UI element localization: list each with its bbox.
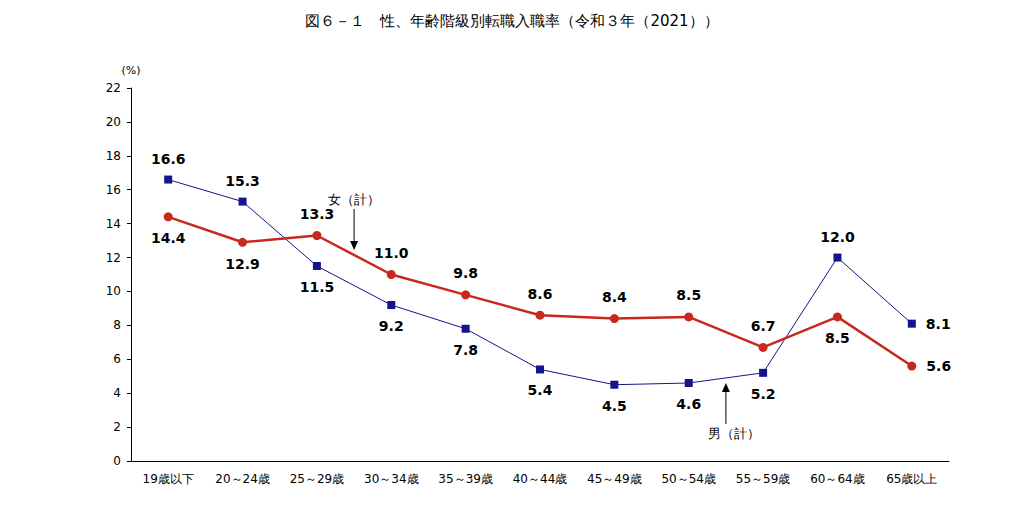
- svg-text:12: 12: [106, 251, 121, 265]
- svg-text:40～44歳: 40～44歳: [513, 472, 568, 486]
- svg-text:55～59歳: 55～59歳: [736, 472, 791, 486]
- svg-text:2: 2: [113, 420, 121, 434]
- svg-text:4: 4: [113, 386, 121, 400]
- svg-text:22: 22: [106, 81, 121, 95]
- svg-text:4.6: 4.6: [676, 396, 701, 412]
- svg-text:35～39歳: 35～39歳: [438, 472, 493, 486]
- svg-text:8.6: 8.6: [528, 286, 553, 302]
- svg-text:13.3: 13.3: [300, 206, 335, 222]
- svg-text:9.8: 9.8: [453, 265, 478, 281]
- svg-text:11.0: 11.0: [374, 245, 409, 261]
- svg-text:20: 20: [106, 115, 121, 129]
- svg-text:30～34歳: 30～34歳: [364, 472, 419, 486]
- svg-text:16: 16: [106, 183, 121, 197]
- svg-text:45～49歳: 45～49歳: [587, 472, 642, 486]
- svg-text:20～24歳: 20～24歳: [215, 472, 270, 486]
- svg-text:8.4: 8.4: [602, 289, 627, 305]
- svg-text:14: 14: [106, 217, 121, 231]
- svg-text:19歳以下: 19歳以下: [143, 472, 194, 486]
- svg-text:8.1: 8.1: [926, 316, 951, 332]
- svg-text:6: 6: [113, 352, 121, 366]
- svg-text:8.5: 8.5: [825, 330, 850, 346]
- svg-text:4.5: 4.5: [602, 398, 627, 414]
- svg-text:16.6: 16.6: [151, 151, 186, 167]
- svg-text:14.4: 14.4: [151, 230, 186, 246]
- svg-text:男（計）: 男（計）: [708, 426, 760, 441]
- svg-text:5.6: 5.6: [926, 358, 951, 374]
- svg-text:5.2: 5.2: [751, 386, 776, 402]
- svg-text:15.3: 15.3: [225, 173, 260, 189]
- svg-text:図６－１ 性、年齢階級別転職入職率（令和３年（2021））: 図６－１ 性、年齢階級別転職入職率（令和３年（2021））: [305, 12, 718, 30]
- svg-text:12.0: 12.0: [820, 229, 855, 245]
- svg-text:65歳以上: 65歳以上: [886, 472, 937, 486]
- svg-text:(%): (%): [121, 64, 140, 77]
- svg-text:25～29歳: 25～29歳: [290, 472, 345, 486]
- svg-text:50～54歳: 50～54歳: [661, 472, 716, 486]
- svg-text:9.2: 9.2: [379, 318, 404, 334]
- svg-text:女（計）: 女（計）: [328, 192, 380, 207]
- svg-text:10: 10: [106, 284, 121, 298]
- svg-text:6.7: 6.7: [751, 318, 776, 334]
- svg-text:18: 18: [106, 149, 121, 163]
- svg-text:60～64歳: 60～64歳: [810, 472, 865, 486]
- svg-text:12.9: 12.9: [225, 256, 260, 272]
- svg-text:5.4: 5.4: [528, 382, 553, 398]
- svg-text:11.5: 11.5: [300, 279, 335, 295]
- svg-text:8: 8: [113, 318, 121, 332]
- svg-text:8.5: 8.5: [676, 287, 701, 303]
- svg-text:0: 0: [113, 454, 121, 468]
- svg-text:7.8: 7.8: [453, 342, 478, 358]
